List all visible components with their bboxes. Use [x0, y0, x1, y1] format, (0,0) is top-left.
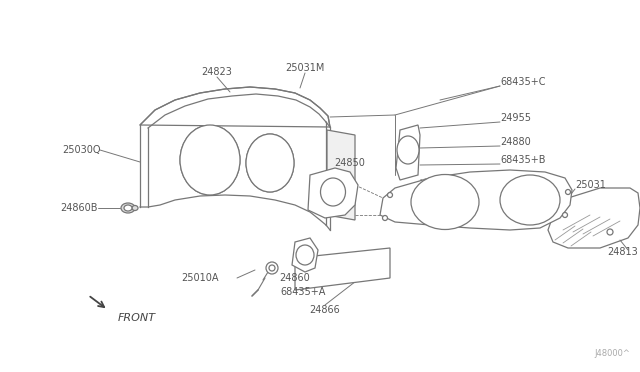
Ellipse shape — [397, 136, 419, 164]
Text: 24860: 24860 — [280, 273, 310, 283]
Text: J48000^: J48000^ — [594, 349, 630, 358]
Ellipse shape — [607, 229, 613, 235]
Polygon shape — [548, 188, 640, 248]
Text: 24866: 24866 — [310, 305, 340, 315]
Ellipse shape — [296, 245, 314, 265]
Ellipse shape — [246, 134, 294, 192]
Text: 68435+A: 68435+A — [280, 287, 326, 297]
Polygon shape — [327, 130, 355, 220]
Ellipse shape — [411, 174, 479, 230]
Ellipse shape — [124, 205, 132, 211]
Polygon shape — [140, 87, 330, 127]
Polygon shape — [308, 168, 358, 218]
Ellipse shape — [269, 265, 275, 271]
Text: 24860B: 24860B — [60, 203, 97, 213]
Ellipse shape — [132, 205, 138, 211]
Ellipse shape — [563, 212, 568, 218]
Text: FRONT: FRONT — [118, 313, 156, 323]
Text: 24813: 24813 — [607, 247, 638, 257]
Ellipse shape — [500, 175, 560, 225]
Polygon shape — [396, 125, 420, 180]
Polygon shape — [292, 238, 318, 272]
Text: 68435+B: 68435+B — [500, 155, 545, 165]
Text: 24823: 24823 — [202, 67, 232, 77]
Polygon shape — [380, 170, 572, 230]
Text: 25010A: 25010A — [181, 273, 219, 283]
Ellipse shape — [383, 215, 387, 221]
Ellipse shape — [566, 189, 570, 195]
Ellipse shape — [266, 262, 278, 274]
Ellipse shape — [121, 203, 135, 213]
Text: 24880: 24880 — [500, 137, 531, 147]
Ellipse shape — [387, 192, 392, 198]
Text: 24955: 24955 — [500, 113, 531, 123]
Text: 68435+C: 68435+C — [500, 77, 545, 87]
Text: 25030Q: 25030Q — [62, 145, 100, 155]
Text: 24850: 24850 — [335, 158, 365, 168]
Polygon shape — [295, 248, 390, 290]
Text: 25031: 25031 — [575, 180, 606, 190]
Text: 25031M: 25031M — [285, 63, 324, 73]
Ellipse shape — [180, 125, 240, 195]
Ellipse shape — [321, 178, 346, 206]
